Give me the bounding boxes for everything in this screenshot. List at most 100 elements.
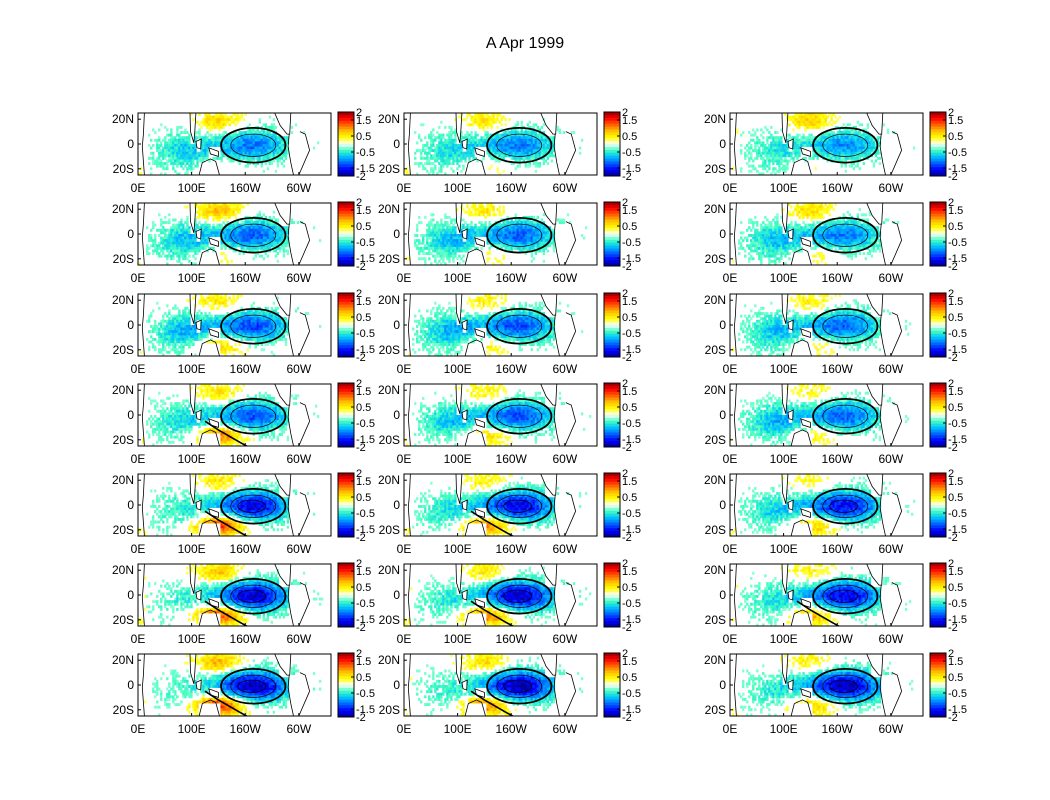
contour-lines [470,487,553,536]
colorbar-tick-label: 1.5 [948,656,963,668]
x-tick-label: 0E [723,181,738,195]
colorbar-swatch [930,207,946,212]
colorbar-swatch [338,487,354,491]
colorbar-tick-label: 1.5 [948,566,963,578]
colorbar-swatch [930,319,946,323]
colorbar-swatch [338,257,354,261]
colorbar: 21.5 0.5 -0.5 -1.5-2 [603,197,641,273]
colorbar-swatch [338,388,354,393]
colorbar-tick-label: -2 [356,171,366,183]
colorbar: 21.5 0.5 -0.5 -1.5-2 [337,558,375,634]
colorbar-swatch [338,126,354,130]
colorbar-swatch [604,423,620,428]
colorbar-swatch [604,348,620,352]
colorbar-swatch [338,516,354,520]
colorbar-swatch [604,589,620,593]
colorbar-swatch [338,117,354,122]
colorbar-swatch [604,254,620,258]
colorbar-swatch [604,295,620,300]
colorbar-swatch [338,615,354,619]
colorbar-tick-label: -1.5 [948,163,967,175]
colorbar-swatch [930,679,946,683]
map-panel-r5-c1: 20N 0 20S 0E 100E 160W 60W 21.5 0.5 -0.5 -1.5-2 [112,468,375,556]
colorbar-swatch [604,123,620,127]
y-tick-label: 20N [704,653,726,667]
coastlines [407,474,577,536]
colorbar-tick-label: 1.5 [622,656,637,668]
x-tick-label: 100E [770,722,798,736]
colorbar-swatch [604,441,620,445]
colorbar-swatch [604,155,620,159]
contour-lines [812,397,879,435]
colorbar-swatch [604,513,620,518]
x-tick-label: 160W [822,362,854,376]
colorbar-swatch [338,298,354,303]
colorbar: 21.5 0.5 -0.5 -1.5-2 [929,378,967,454]
colorbar-swatch [338,522,354,526]
colorbar-swatch [338,670,354,674]
colorbar-swatch [604,260,620,264]
colorbar-swatch [930,254,946,258]
colorbar-tick-label: -1.5 [622,704,641,716]
colorbar-tick-label: -0.5 [622,147,641,159]
map-panel-r4-c3: 20N 0 20S 0E 100E 160W 60W 21.5 0.5 -0.5 -1.5-2 [704,378,967,466]
colorbar-tick-label: -2 [948,532,958,544]
colorbar-swatch [604,586,620,590]
colorbar-tick-label: -0.5 [948,688,967,700]
colorbar-swatch [604,301,620,306]
x-tick-label: 0E [723,722,738,736]
colorbar-swatch [604,210,620,215]
colorbar-swatch [604,394,620,398]
colorbar-tick-label: 1.5 [622,386,637,398]
colorbar-tick-label: -2 [948,712,958,724]
contour-lines [470,667,553,716]
colorbar-swatch [338,239,354,244]
colorbar-frame [929,472,947,538]
colorbar-swatch [930,322,946,326]
x-tick-label: 100E [770,452,798,466]
colorbar-swatch [604,204,620,209]
colorbar-swatch [604,257,620,261]
colorbar-swatch [604,667,620,671]
colorbar-swatch [338,705,354,709]
colorbar-swatch [604,676,620,680]
x-tick-label: 100E [770,271,798,285]
y-tick-label: 0 [127,408,134,422]
colorbar-swatch [338,149,354,154]
sst-anomaly-field [732,113,916,175]
colorbar-swatch [338,112,354,116]
colorbar-swatch [604,673,620,677]
x-tick-label: 160W [230,271,262,285]
y-tick-label: 20N [112,563,134,577]
colorbar-tick-label: -0.5 [948,598,967,610]
y-tick-label: 20N [704,202,726,216]
colorbar-swatch [604,144,620,148]
sst-anomaly-field [140,294,322,356]
y-tick-label: 20S [113,433,134,447]
colorbar-swatch [338,394,354,398]
colorbar-tick-label: -2 [622,261,632,273]
colorbar-swatch [930,534,946,538]
colorbar-swatch [930,354,946,358]
y-tick-label: 20S [705,252,726,266]
colorbar-swatch [930,444,946,448]
colorbar-swatch [930,260,946,264]
colorbar-swatch [338,606,354,610]
colorbar-swatch [604,505,620,509]
colorbar-swatch [604,388,620,393]
colorbar-swatch [338,152,354,157]
x-tick-label: 100E [444,452,472,466]
colorbar-swatch [338,322,354,326]
colorbar-swatch [604,333,620,338]
colorbar-swatch [930,117,946,122]
colorbar-swatch [338,263,354,267]
colorbar-swatch [338,473,354,477]
colorbar-swatch [338,423,354,428]
x-tick-label: 100E [770,542,798,556]
colorbar-tick-label: 2 [622,378,628,390]
colorbar-swatch [604,499,620,503]
colorbar-swatch [930,711,946,715]
colorbar-tick-label: -1.5 [622,524,641,536]
colorbar-swatch [930,516,946,520]
colorbar-tick-label: 0.5 [356,402,371,414]
